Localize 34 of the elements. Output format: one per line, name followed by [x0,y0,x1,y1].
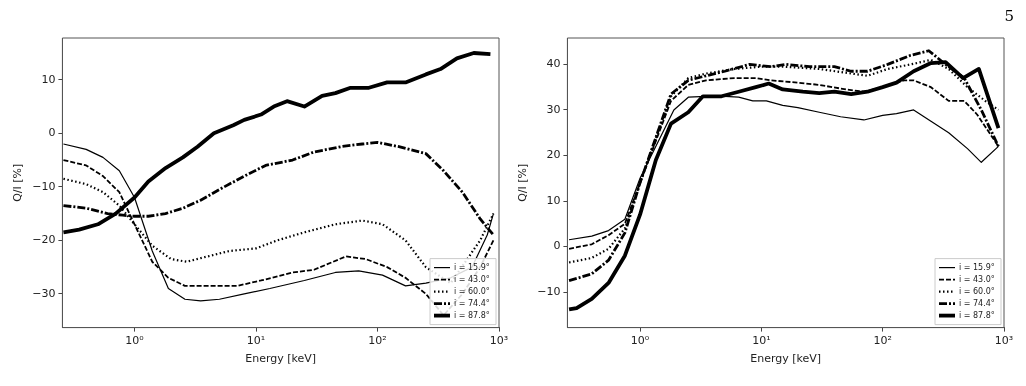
legend-label: i = 15.9° [959,262,995,272]
x-tick-label: 10³ [994,334,1014,348]
y-tick-label: 40 [546,57,561,71]
x-axis-title: Energy [keV] [750,352,822,366]
legend-label: i = 74.4° [454,298,490,308]
y-tick-label: 0 [553,239,561,253]
legend-label: i = 74.4° [959,298,995,308]
y-tick-label: 10 [41,72,56,86]
legend-label: i = 60.0° [454,286,490,296]
legend-label: i = 60.0° [959,286,995,296]
x-tick-label: 10¹ [246,334,266,348]
x-tick-label: 10² [368,334,387,348]
legend-label: i = 43.0° [454,274,490,284]
y-tick-label: −10 [32,179,56,193]
y-tick-label: 10 [546,193,561,207]
y-tick-label: −30 [32,286,56,300]
legend-label: i = 15.9° [454,262,490,272]
x-tick-label: 10² [873,334,892,348]
y-axis-title: Q/I [%] [11,163,25,202]
y-tick-label: 30 [546,102,561,116]
y-tick-label: 20 [546,148,561,162]
x-axis-title: Energy [keV] [245,352,317,366]
x-tick-label: 10⁰ [125,334,145,348]
x-tick-label: 10³ [489,334,509,348]
text: 5 [1004,7,1014,26]
y-tick-label: −10 [537,284,561,298]
x-tick-label: 10⁰ [630,334,650,348]
y-tick-label: −20 [32,233,56,247]
legend-label: i = 87.8° [454,310,490,320]
legend-label: i = 43.0° [959,274,995,284]
y-axis-title: Q/I [%] [516,163,530,202]
legend-label: i = 87.8° [959,310,995,320]
x-tick-label: 10¹ [752,334,771,348]
y-tick-label: 0 [48,126,56,140]
